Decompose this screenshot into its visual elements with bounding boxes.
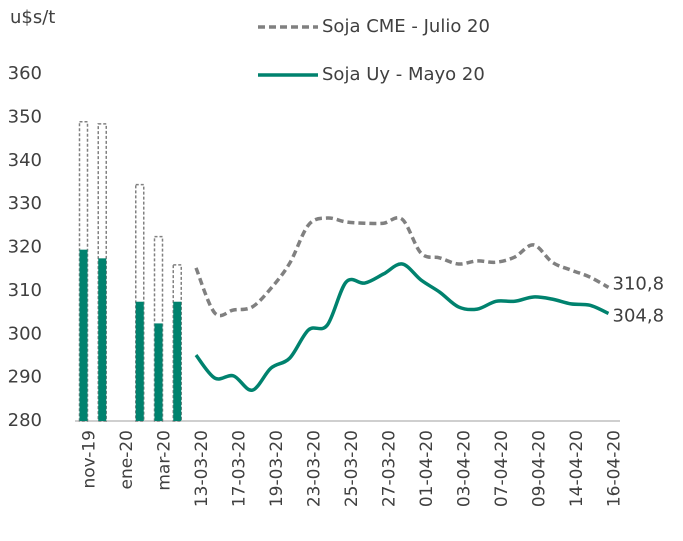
x-tick-label: mar-20 (155, 430, 175, 491)
y-axis-label: u$s/t (10, 7, 55, 28)
y-tick-label: 330 (8, 193, 42, 214)
y-tick-label: 340 (8, 150, 42, 171)
x-tick-label: 03-04-20 (455, 430, 475, 507)
bar (173, 301, 182, 421)
x-tick-label: ene-20 (117, 430, 137, 489)
bar (154, 323, 163, 421)
x-tick-label: 07-04-20 (492, 430, 512, 507)
x-tick-label: 13-03-20 (192, 430, 212, 507)
x-tick-label: 27-03-20 (380, 430, 400, 507)
bar (79, 249, 88, 421)
legend-label: Soja Uy - Mayo 20 (322, 64, 485, 85)
y-tick-label: 360 (8, 63, 42, 84)
x-tick-label: 17-03-20 (230, 430, 250, 507)
x-tick-label: 23-03-20 (305, 430, 325, 507)
x-tick-label: 25-03-20 (342, 430, 362, 507)
y-tick-label: 300 (8, 323, 42, 344)
x-tick-label: 19-03-20 (267, 430, 287, 507)
y-tick-label: 310 (8, 280, 42, 301)
y-tick-label: 280 (8, 410, 42, 431)
y-tick-label: 320 (8, 237, 42, 258)
y-tick-label: 350 (8, 106, 42, 127)
data-label: 310,8 (613, 273, 665, 294)
x-tick-label: 16-04-20 (605, 430, 625, 507)
x-tick-label: 09-04-20 (530, 430, 550, 507)
x-tick-label: 14-04-20 (567, 430, 587, 507)
x-tick-label: nov-19 (80, 430, 100, 489)
bar (98, 258, 107, 421)
legend-label: Soja CME - Julio 20 (322, 16, 490, 37)
x-tick-label: 01-04-20 (417, 430, 437, 507)
y-tick-label: 290 (8, 367, 42, 388)
data-label: 304,8 (613, 305, 665, 326)
bar (135, 301, 144, 421)
line (194, 262, 610, 392)
line (194, 215, 610, 318)
